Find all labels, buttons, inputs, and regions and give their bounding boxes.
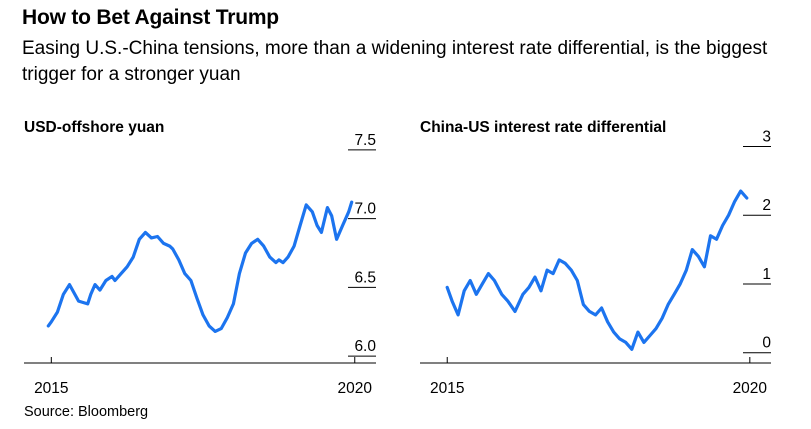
series-line	[46, 200, 354, 333]
y-tick-label: 6.5	[354, 269, 376, 286]
source-note: Source: Bloomberg	[24, 404, 149, 420]
x-tick-label: 2020	[733, 380, 768, 397]
plot-area: 0 1 2 3 2015 2020	[420, 128, 771, 397]
y-tick-label: 7.0	[354, 201, 376, 218]
y-tick-label: 7.5	[354, 132, 376, 149]
x-tick-label: 2015	[34, 380, 68, 397]
panel-title: China-US interest rate differential	[420, 119, 666, 136]
y-tick-label: 3	[762, 128, 771, 145]
chart-title: How to Bet Against Trump	[22, 6, 279, 29]
y-tick-label: 2	[762, 197, 771, 214]
chart-subtitle: Easing U.S.-China tensions, more than a …	[22, 38, 768, 85]
y-tick-label: 6.0	[354, 338, 376, 355]
usd-offshore-yuan-chart: USD-offshore yuan 6.0 6.5 7.0 7.5 2015 2020	[24, 119, 376, 397]
series-line	[445, 189, 749, 351]
x-tick-label: 2020	[338, 380, 373, 397]
plot-area: 6.0 6.5 7.0 7.5 2015 2020	[24, 132, 376, 397]
y-tick-label: 0	[762, 335, 771, 352]
x-tick-label: 2015	[430, 380, 464, 397]
y-tick-label: 1	[762, 266, 771, 283]
panel-title: USD-offshore yuan	[24, 119, 164, 136]
interest-rate-differential-chart: China-US interest rate differential 0 1 2 3…	[420, 119, 771, 397]
